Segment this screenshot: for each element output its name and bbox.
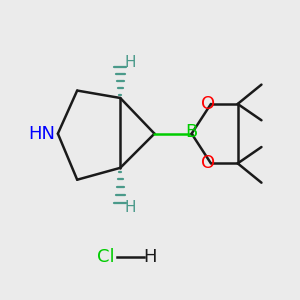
Text: B: B	[185, 123, 198, 141]
Text: Cl: Cl	[97, 248, 114, 266]
Text: HN: HN	[28, 125, 56, 143]
Text: H: H	[125, 200, 136, 215]
Text: O: O	[201, 154, 215, 172]
Text: H: H	[143, 248, 157, 266]
Text: O: O	[201, 95, 215, 113]
Text: H: H	[125, 55, 136, 70]
